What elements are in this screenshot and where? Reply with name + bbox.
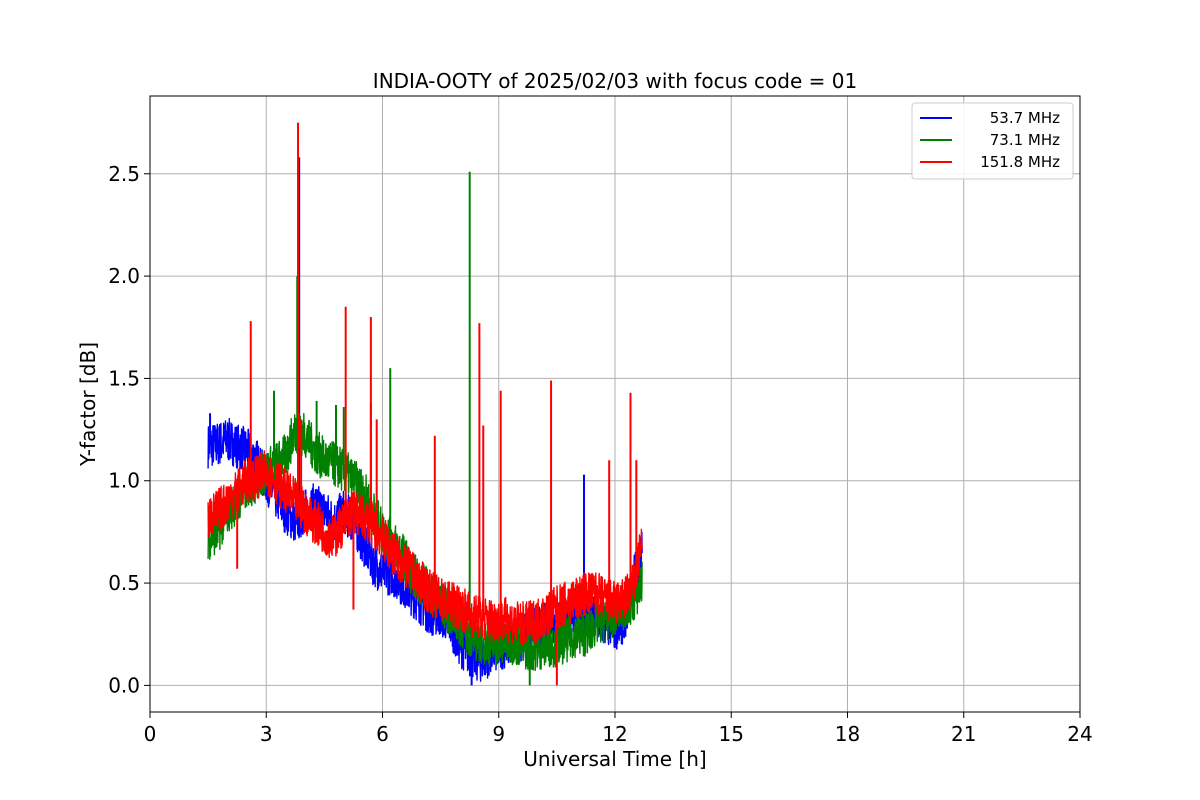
x-axis-label: Universal Time [h] — [523, 747, 706, 771]
x-tick-label: 3 — [260, 722, 273, 746]
series-2 — [207, 122, 643, 686]
series-layer — [207, 122, 643, 686]
y-tick-label: 2.5 — [108, 162, 140, 186]
chart-title: INDIA-OOTY of 2025/02/03 with focus code… — [373, 69, 857, 93]
legend: 53.7 MHz 73.1 MHz 151.8 MHz — [911, 102, 1074, 180]
y-axis-label: Y-factor [dB] — [76, 342, 100, 467]
x-tick-label: 9 — [492, 722, 505, 746]
x-tick-label: 0 — [144, 722, 157, 746]
x-tick-label: 24 — [1067, 722, 1092, 746]
x-tick-label: 6 — [376, 722, 389, 746]
x-tick-label: 15 — [719, 722, 744, 746]
x-tick-label: 18 — [835, 722, 860, 746]
y-tick-label: 1.5 — [108, 366, 140, 390]
y-tick-label: 0.0 — [108, 673, 140, 697]
legend-label: 151.8 MHz — [980, 153, 1060, 171]
legend-label: 73.1 MHz — [990, 131, 1060, 149]
y-tick-label: 2.0 — [108, 264, 140, 288]
x-tick-label: 21 — [951, 722, 976, 746]
x-tick-label: 12 — [602, 722, 627, 746]
legend-label: 53.7 MHz — [990, 109, 1060, 127]
legend-entries: 53.7 MHz 73.1 MHz 151.8 MHz — [920, 109, 1060, 171]
series-line — [207, 450, 643, 646]
y-tick-label: 1.0 — [108, 469, 140, 493]
legend-box — [911, 102, 1074, 180]
y-tick-label: 0.5 — [108, 571, 140, 595]
ticks-layer: 0 3 6 9 12 15 18 21 24 0.0 0.5 1.0 1.5 2.0 2.5 — [108, 162, 1093, 746]
